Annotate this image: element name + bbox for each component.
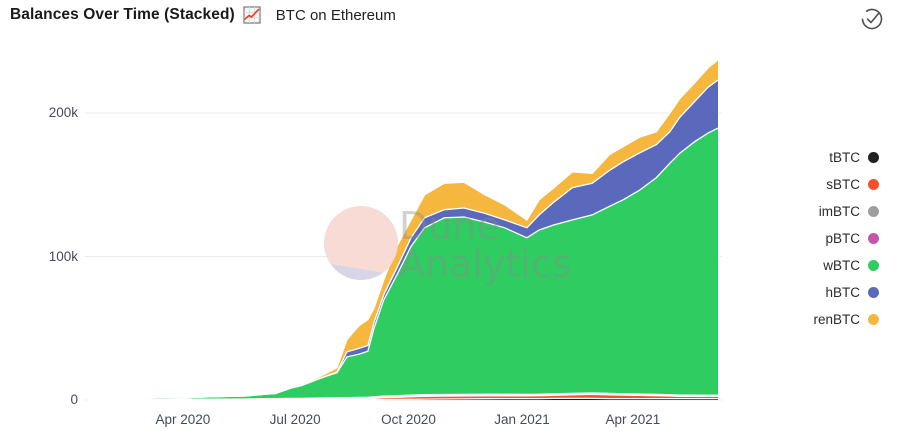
legend-dot xyxy=(868,287,879,298)
legend-label: pBTC xyxy=(825,231,860,246)
x-tick-apr-2020: Apr 2020 xyxy=(155,412,211,427)
y-tick-100k: 100k xyxy=(48,248,78,264)
legend-item-pBTC[interactable]: pBTC xyxy=(813,225,879,252)
chart-header: Balances Over Time (Stacked) BTC on Ethe… xyxy=(10,6,396,24)
legend-item-imBTC[interactable]: imBTC xyxy=(813,198,879,225)
check-circle-icon[interactable] xyxy=(859,6,885,32)
dune-watermark: Dune Analytics xyxy=(324,204,572,286)
legend-dot xyxy=(868,179,879,190)
watermark-text-line1: Dune xyxy=(399,204,500,248)
legend-label: renBTC xyxy=(813,312,860,327)
x-tick-oct-2020: Oct 2020 xyxy=(381,412,436,427)
y-tick-0: 0 xyxy=(70,392,78,407)
watermark-text-line2: Analytics xyxy=(399,242,572,286)
legend-label: tBTC xyxy=(829,150,860,165)
legend-dot xyxy=(868,206,879,217)
y-tick-200k: 200k xyxy=(48,105,78,120)
dune-logo-circle xyxy=(324,206,398,280)
chart-subtitle: BTC on Ethereum xyxy=(275,6,396,24)
legend-dot xyxy=(868,260,879,271)
legend-item-renBTC[interactable]: renBTC xyxy=(813,306,879,333)
legend: tBTC sBTC imBTC pBTC wBTC hBTC renBTC xyxy=(813,144,879,333)
series-boundaries xyxy=(87,59,719,401)
x-tick-jan-2021: Jan 2021 xyxy=(494,412,550,427)
x-tick-jul-2020: Jul 2020 xyxy=(269,412,321,427)
boundary-pBTC xyxy=(87,392,718,401)
legend-dot xyxy=(868,152,879,163)
legend-dot xyxy=(868,233,879,244)
legend-label: wBTC xyxy=(823,258,860,273)
boundary-renBTC xyxy=(87,59,719,400)
legend-label: hBTC xyxy=(825,285,860,300)
legend-label: imBTC xyxy=(818,204,860,219)
chart-title: Balances Over Time (Stacked) xyxy=(10,6,235,23)
legend-item-tBTC[interactable]: tBTC xyxy=(813,144,879,171)
x-tick-apr-2021: Apr 2021 xyxy=(605,412,661,427)
legend-item-hBTC[interactable]: hBTC xyxy=(813,279,879,306)
legend-dot xyxy=(868,314,879,325)
boundary-sBTC xyxy=(88,393,718,401)
line-chart-icon xyxy=(243,6,261,24)
legend-item-wBTC[interactable]: wBTC xyxy=(813,252,879,279)
legend-label: sBTC xyxy=(826,177,860,192)
legend-item-sBTC[interactable]: sBTC xyxy=(813,171,879,198)
